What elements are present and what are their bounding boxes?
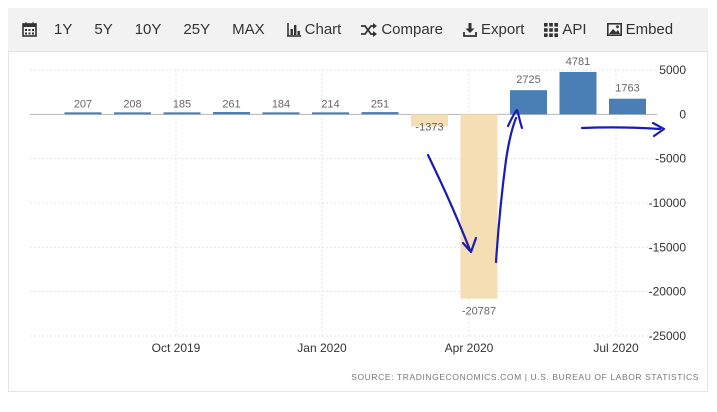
y-tick-label: -25000 (649, 329, 687, 343)
bar-data-label: 208 (123, 98, 141, 110)
bar-data-label: -1373 (415, 121, 443, 133)
arrow-right-stroke (580, 126, 662, 131)
y-tick-label: -15000 (649, 240, 687, 254)
range-25y-button[interactable]: 25Y (183, 21, 211, 38)
bar-data-label: 214 (321, 98, 339, 110)
bar (163, 112, 201, 115)
bar (361, 112, 399, 115)
chart-button-label: Chart (304, 21, 342, 38)
bar-chart-icon (286, 22, 301, 37)
bar (411, 114, 448, 127)
embed-button-label: Embed (625, 21, 674, 38)
x-tick-label: Oct 2019 (152, 341, 201, 355)
range-max-button[interactable]: MAX (232, 21, 265, 38)
bar (559, 71, 597, 115)
export-button[interactable]: Export (455, 8, 532, 51)
bar (114, 112, 151, 115)
arrow-up-head (506, 108, 524, 130)
range-1y-button[interactable]: 1Y (54, 21, 73, 38)
y-tick-label: 0 (679, 107, 686, 121)
calendar-icon[interactable] (12, 8, 46, 51)
bar-data-label: -20787 (462, 306, 496, 318)
x-tick-label: Jan 2020 (297, 341, 347, 355)
x-tick-label: Jul 2020 (593, 341, 639, 355)
compare-button-label: Compare (381, 21, 444, 38)
range-10y-button[interactable]: 10Y (134, 21, 162, 38)
bar-data-label: 4781 (566, 56, 590, 68)
y-tick-label: -10000 (649, 196, 687, 210)
embed-button[interactable]: Embed (599, 8, 682, 51)
shuffle-icon (361, 22, 378, 37)
bar (262, 112, 300, 115)
bar-data-label: 251 (371, 98, 389, 110)
bar-data-label: 207 (74, 98, 92, 110)
source-attribution: SOURCE: TRADINGECONOMICS.COM | U.S. BURE… (351, 372, 699, 382)
download-icon (463, 22, 477, 37)
range-5y-button[interactable]: 5Y (94, 21, 113, 38)
y-tick-label: -5000 (655, 152, 686, 166)
bar (609, 98, 646, 115)
image-icon (606, 23, 622, 36)
hand-drawn-arrows (426, 108, 666, 264)
api-button[interactable]: API (536, 8, 594, 51)
y-tick-label: 5000 (659, 63, 686, 77)
bar-data-label: 261 (222, 98, 240, 110)
arrow-right-head (651, 121, 666, 138)
bar (213, 112, 250, 115)
bar-data-label: 184 (272, 98, 290, 110)
arrow-down-head (461, 236, 478, 254)
bar-data-label: 2725 (516, 74, 540, 86)
bar (312, 112, 349, 115)
arrow-down-stroke (426, 153, 472, 252)
bar (64, 112, 102, 115)
chart-button[interactable]: Chart (279, 8, 350, 51)
bar-data-label: 185 (173, 98, 191, 110)
bar (460, 114, 498, 299)
grid-icon (544, 22, 559, 37)
bar-data-label: 1763 (615, 83, 639, 95)
y-tick-label: -20000 (649, 285, 687, 299)
compare-button[interactable]: Compare (353, 8, 451, 51)
x-tick-label: Apr 2020 (445, 341, 494, 355)
arrow-up-stroke (494, 116, 518, 264)
api-button-label: API (562, 21, 587, 38)
toolbar: 1Y 5Y 10Y 25Y MAX Chart Compare (8, 8, 708, 52)
export-button-label: Export (481, 21, 525, 38)
